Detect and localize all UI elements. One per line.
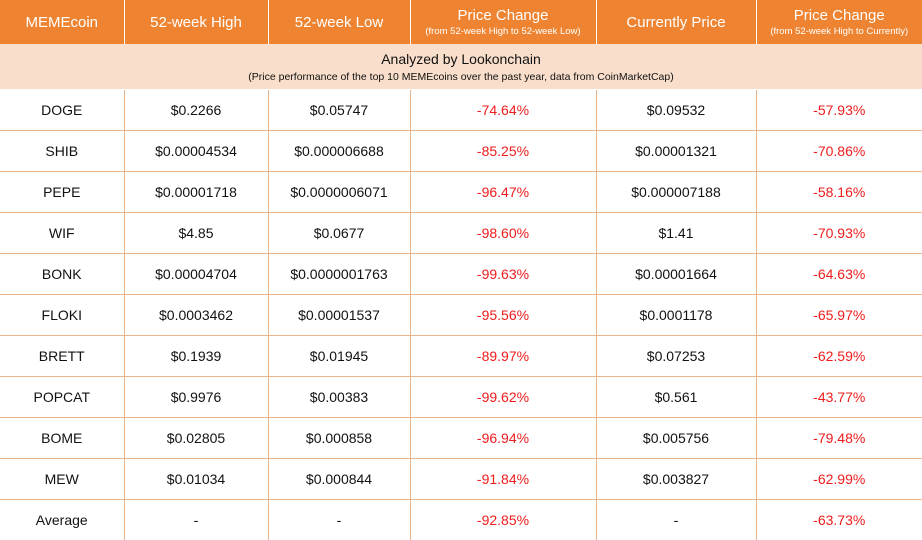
low-cell: $0.000844 bbox=[267, 458, 410, 500]
table-body: DOGE $0.2266 $0.05747 -74.64% $0.09532 -57.93… bbox=[0, 89, 922, 540]
change-high-current-cell: -57.93% bbox=[755, 89, 922, 131]
banner-cell: Analyzed by Lookonchain (Price performan… bbox=[0, 44, 922, 90]
change-high-low-cell: -99.63% bbox=[409, 253, 596, 295]
coin-name-cell: DOGE bbox=[0, 89, 124, 131]
coin-name-cell: FLOKI bbox=[0, 294, 124, 336]
change-high-low-cell: -99.62% bbox=[409, 376, 596, 418]
column-header-title: Price Change bbox=[457, 6, 549, 24]
change-high-current-cell: -62.59% bbox=[755, 335, 922, 377]
high-cell: $0.00004534 bbox=[123, 130, 268, 172]
low-cell: $0.0677 bbox=[267, 212, 410, 254]
change-high-low-cell: -89.97% bbox=[409, 335, 596, 377]
current-price-cell: $0.07253 bbox=[595, 335, 756, 377]
change-high-current-cell: -64.63% bbox=[755, 253, 922, 295]
low-cell: $0.00001537 bbox=[267, 294, 410, 336]
current-price-cell: $0.005756 bbox=[595, 417, 756, 459]
coin-name-cell: SHIB bbox=[0, 130, 124, 172]
high-cell: $4.85 bbox=[123, 212, 268, 254]
column-header-title: 52-week High bbox=[150, 13, 242, 31]
current-price-cell: $0.0001178 bbox=[595, 294, 756, 336]
change-high-current-cell: -62.99% bbox=[755, 458, 922, 500]
change-high-current-cell: -79.48% bbox=[755, 417, 922, 459]
coin-name-cell: BRETT bbox=[0, 335, 124, 377]
column-header-memecoin: MEMEcoin bbox=[0, 0, 124, 44]
current-price-cell: $0.561 bbox=[595, 376, 756, 418]
banner-title: Analyzed by Lookonchain bbox=[381, 50, 541, 67]
table-row: POPCAT $0.9976 $0.00383 -99.62% $0.561 -43.77… bbox=[0, 376, 922, 418]
table-row: SHIB $0.00004534 $0.000006688 -85.25% $0.000… bbox=[0, 130, 922, 172]
change-high-low-cell: -95.56% bbox=[409, 294, 596, 336]
column-header-subtitle: (from 52-week High to 52-week Low) bbox=[425, 25, 581, 37]
change-high-low-cell: -96.94% bbox=[409, 417, 596, 459]
current-price-cell: $0.09532 bbox=[595, 89, 756, 131]
column-header-subtitle: (from 52-week High to Currently) bbox=[770, 25, 909, 37]
coin-name-cell: POPCAT bbox=[0, 376, 124, 418]
column-header-currently-price: Currently Price bbox=[595, 0, 756, 44]
change-high-current-cell: -70.93% bbox=[755, 212, 922, 254]
change-high-current-cell: -58.16% bbox=[755, 171, 922, 213]
current-price-cell: $0.00001321 bbox=[595, 130, 756, 172]
coin-name-cell: MEW bbox=[0, 458, 124, 500]
table-row: MEW $0.01034 $0.000844 -91.84% $0.003827 -62.… bbox=[0, 458, 922, 500]
table-row: WIF $4.85 $0.0677 -98.60% $1.41 -70.93% bbox=[0, 212, 922, 254]
current-price-cell: $0.00001664 bbox=[595, 253, 756, 295]
table-row: BOME $0.02805 $0.000858 -96.94% $0.005756 -79… bbox=[0, 417, 922, 459]
coin-name-cell: WIF bbox=[0, 212, 124, 254]
change-high-low-cell: -91.84% bbox=[409, 458, 596, 500]
low-cell: $0.0000006071 bbox=[267, 171, 410, 213]
high-cell: $0.00004704 bbox=[123, 253, 268, 295]
high-cell: - bbox=[123, 499, 268, 540]
high-cell: $0.01034 bbox=[123, 458, 268, 500]
banner-subtitle: (Price performance of the top 10 MEMEcoi… bbox=[248, 70, 674, 83]
low-cell: $0.00383 bbox=[267, 376, 410, 418]
average-row: Average - - -92.85% - -63.73% bbox=[0, 499, 922, 540]
table-row: FLOKI $0.0003462 $0.00001537 -95.56% $0.0001… bbox=[0, 294, 922, 336]
current-price-cell: $0.003827 bbox=[595, 458, 756, 500]
high-cell: $0.02805 bbox=[123, 417, 268, 459]
high-cell: $0.00001718 bbox=[123, 171, 268, 213]
low-cell: $0.05747 bbox=[267, 89, 410, 131]
table-row: BRETT $0.1939 $0.01945 -89.97% $0.07253 -62.5… bbox=[0, 335, 922, 377]
change-high-current-cell: -70.86% bbox=[755, 130, 922, 172]
table-row: BONK $0.00004704 $0.0000001763 -99.63% $0.00… bbox=[0, 253, 922, 295]
change-high-current-cell: -43.77% bbox=[755, 376, 922, 418]
column-header-52-week-low: 52-week Low bbox=[267, 0, 410, 44]
change-high-low-cell: -74.64% bbox=[409, 89, 596, 131]
header-row: MEMEcoin 52-week High 52-week Low Price … bbox=[0, 0, 922, 44]
change-high-low-cell: -96.47% bbox=[409, 171, 596, 213]
coin-name-cell: BOME bbox=[0, 417, 124, 459]
table-row: PEPE $0.00001718 $0.0000006071 -96.47% $0.00… bbox=[0, 171, 922, 213]
current-price-cell: $1.41 bbox=[595, 212, 756, 254]
low-cell: $0.000858 bbox=[267, 417, 410, 459]
column-header-title: MEMEcoin bbox=[25, 13, 99, 31]
low-cell: $0.01945 bbox=[267, 335, 410, 377]
change-high-current-cell: -65.97% bbox=[755, 294, 922, 336]
high-cell: $0.1939 bbox=[123, 335, 268, 377]
change-high-low-cell: -85.25% bbox=[409, 130, 596, 172]
high-cell: $0.9976 bbox=[123, 376, 268, 418]
current-price-cell: - bbox=[595, 499, 756, 540]
banner-row: Analyzed by Lookonchain (Price performan… bbox=[0, 44, 922, 90]
column-header-52-week-high: 52-week High bbox=[123, 0, 268, 44]
low-cell: $0.0000001763 bbox=[267, 253, 410, 295]
change-high-low-cell: -92.85% bbox=[409, 499, 596, 540]
change-high-current-cell: -63.73% bbox=[755, 499, 922, 540]
change-high-low-cell: -98.60% bbox=[409, 212, 596, 254]
table-row: DOGE $0.2266 $0.05747 -74.64% $0.09532 -57.93… bbox=[0, 89, 922, 131]
coin-name-cell: Average bbox=[35, 512, 88, 528]
low-cell: $0.000006688 bbox=[267, 130, 410, 172]
high-cell: $0.0003462 bbox=[123, 294, 268, 336]
low-cell: - bbox=[267, 499, 410, 540]
coin-name-cell: PEPE bbox=[0, 171, 124, 213]
column-header-title: Currently Price bbox=[626, 13, 726, 31]
coin-name-cell: BONK bbox=[0, 253, 124, 295]
column-header-price-change-high-to-low: Price Change (from 52-week High to 52-we… bbox=[409, 0, 596, 44]
column-header-title: Price Change bbox=[793, 6, 885, 24]
current-price-cell: $0.000007188 bbox=[595, 171, 756, 213]
column-header-price-change-high-to-current: Price Change (from 52-week High to Curre… bbox=[755, 0, 922, 44]
column-header-title: 52-week Low bbox=[294, 13, 384, 31]
high-cell: $0.2266 bbox=[123, 89, 268, 131]
